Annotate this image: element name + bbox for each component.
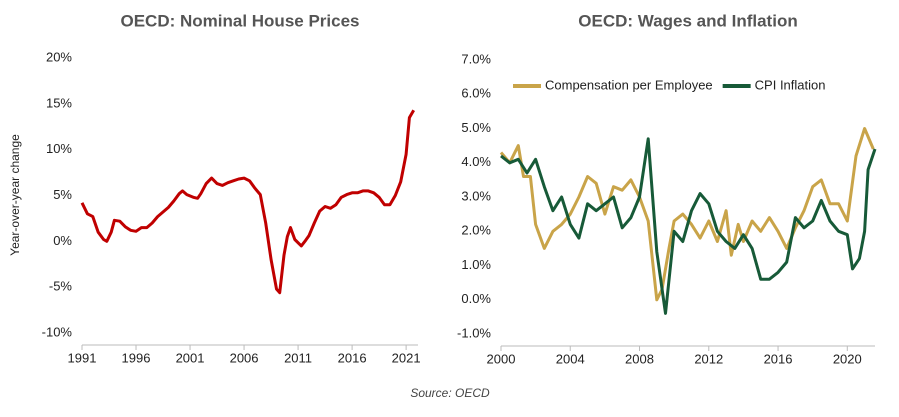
y-tick-label: 1.0%	[461, 257, 491, 272]
y-tick-label: 2.0%	[461, 223, 491, 238]
source: Source: OECD	[410, 386, 490, 400]
chart-title: OECD: Nominal House Prices	[120, 11, 359, 30]
y-axis-label: Year-over-year change	[8, 134, 22, 256]
y-tick-label: 0.0%	[461, 291, 491, 306]
x-tick-label: 2021	[392, 350, 421, 365]
x-tick-label: 2001	[176, 350, 205, 365]
data-line	[80, 109, 415, 295]
y-tick-label: -10%	[42, 324, 73, 339]
y-tick-label: 5%	[53, 187, 72, 202]
y-tick-label: 5.0%	[461, 120, 491, 135]
y-tick-label: 0%	[53, 233, 72, 248]
legend-label: Compensation per Employee	[545, 77, 713, 92]
y-tick-label: 3.0%	[461, 188, 491, 203]
x-tick-label: 2016	[338, 350, 367, 365]
x-tick-label: 2011	[284, 350, 312, 365]
data-line	[500, 137, 877, 315]
y-tick-label: -5%	[49, 279, 73, 294]
y-tick-label: -1.0%	[457, 325, 491, 340]
x-tick-label: 1996	[122, 350, 151, 365]
x-tick-label: 2016	[764, 351, 793, 366]
x-tick-label: 1991	[68, 350, 97, 365]
x-tick-label: 2000	[487, 351, 516, 366]
y-tick-label: 10%	[46, 141, 72, 156]
x-tick-label: 2004	[556, 351, 585, 366]
x-tick-label: 2012	[694, 351, 723, 366]
chart-title: OECD: Wages and Inflation	[578, 11, 797, 30]
y-tick-label: 4.0%	[461, 154, 491, 169]
y-tick-label: 6.0%	[461, 86, 491, 101]
y-tick-label: 20%	[46, 49, 72, 64]
legend-label: CPI Inflation	[755, 77, 826, 92]
x-tick-label: 2006	[230, 350, 259, 365]
x-tick-label: 2008	[625, 351, 654, 366]
y-tick-label: 7.0%	[461, 51, 491, 66]
y-tick-label: 15%	[46, 95, 72, 110]
x-tick-label: 2020	[833, 351, 862, 366]
data-line	[499, 127, 875, 302]
